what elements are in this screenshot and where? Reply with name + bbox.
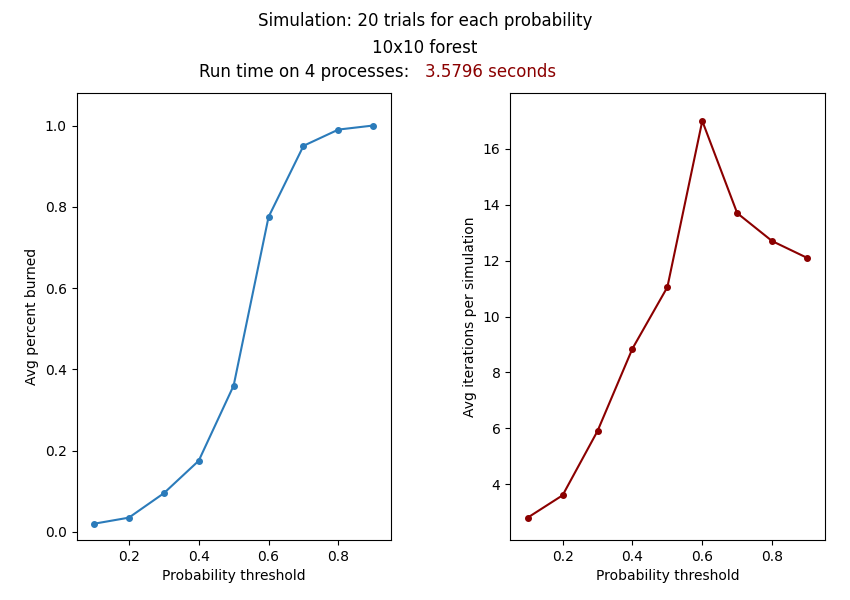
Text: 3.5796 seconds: 3.5796 seconds: [425, 63, 556, 81]
Text: Simulation: 20 trials for each probability: Simulation: 20 trials for each probabili…: [258, 12, 592, 30]
X-axis label: Probability threshold: Probability threshold: [162, 569, 305, 583]
Y-axis label: Avg iterations per simulation: Avg iterations per simulation: [463, 216, 477, 417]
Y-axis label: Avg percent burned: Avg percent burned: [26, 248, 39, 385]
X-axis label: Probability threshold: Probability threshold: [596, 569, 740, 583]
Text: Run time on 4 processes:: Run time on 4 processes:: [199, 63, 425, 81]
Text: 10x10 forest: 10x10 forest: [372, 39, 478, 57]
